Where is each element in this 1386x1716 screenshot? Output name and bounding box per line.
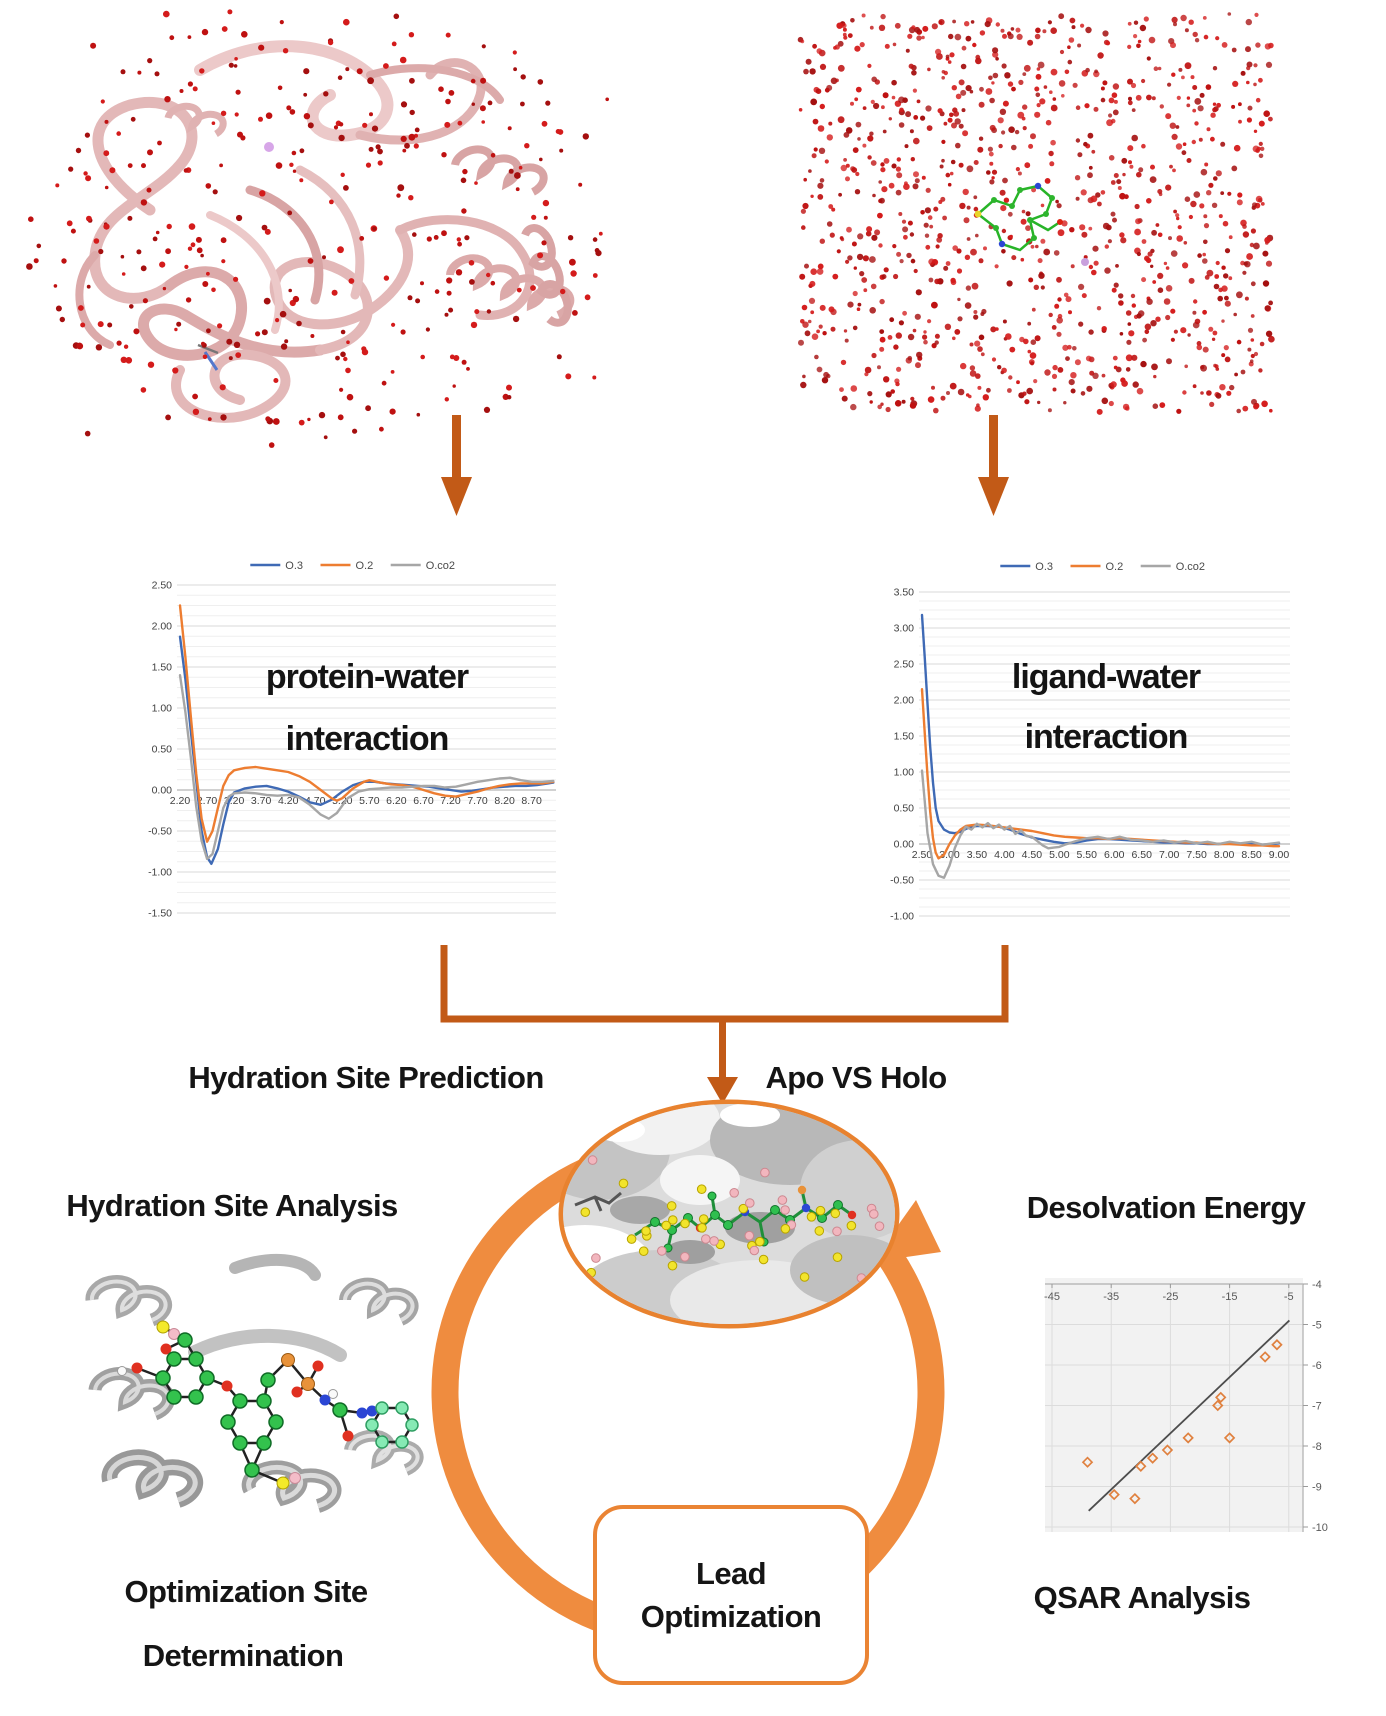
svg-text:-5: -5 (1284, 1291, 1294, 1303)
svg-text:-45: -45 (1044, 1291, 1060, 1303)
svg-text:-7: -7 (1312, 1401, 1322, 1413)
optimization-site-image (85, 1253, 424, 1513)
svg-text:O.2: O.2 (356, 560, 374, 572)
svg-text:7.50: 7.50 (1186, 849, 1207, 861)
svg-text:interaction: interaction (286, 720, 449, 758)
svg-text:5.00: 5.00 (1049, 849, 1070, 861)
svg-text:O.3: O.3 (1035, 561, 1053, 573)
svg-text:1.00: 1.00 (894, 767, 915, 779)
svg-text:8.50: 8.50 (1241, 849, 1262, 861)
metal-ion-dot (264, 142, 274, 152)
svg-text:2.70: 2.70 (197, 795, 218, 807)
water-dots-bulk (797, 12, 1275, 415)
svg-text:7.70: 7.70 (467, 795, 488, 807)
svg-text:3.50: 3.50 (967, 849, 988, 861)
binding-site-oval-image (558, 1099, 900, 1329)
ligand-bonds (136, 1325, 414, 1485)
svg-text:O.co2: O.co2 (426, 560, 455, 572)
svg-text:-9: -9 (1312, 1482, 1322, 1494)
qsar-analysis-label: QSAR Analysis (1033, 1580, 1251, 1615)
protein-water-rdf-chart: 2.50 2.00 1.50 1.00 0.50 0.00 -0.50 -1.00 -1.50 2… (140, 545, 560, 925)
down-arrow-right-icon (978, 415, 1009, 516)
svg-text:8.00: 8.00 (1214, 849, 1235, 861)
hydration-site-analysis-label: Hydration Site Analysis (66, 1188, 398, 1223)
lead-optimization-line1: Lead (696, 1556, 767, 1591)
svg-text:-0.50: -0.50 (148, 826, 172, 838)
svg-text:-0.50: -0.50 (890, 875, 914, 887)
svg-text:-8: -8 (1312, 1441, 1322, 1453)
svg-text:2.20: 2.20 (170, 795, 191, 807)
svg-text:-35: -35 (1103, 1291, 1119, 1303)
hydration-site-spheres (580, 1155, 885, 1291)
svg-text:5.70: 5.70 (359, 795, 380, 807)
svg-text:O.2: O.2 (1106, 561, 1124, 573)
svg-text:8.70: 8.70 (521, 795, 542, 807)
optimization-site-label-line2: Determination (142, 1638, 344, 1673)
svg-text:-5: -5 (1312, 1320, 1322, 1332)
desolvation-energy-label: Desolvation Energy (1026, 1190, 1306, 1225)
ligand-atoms (117, 1320, 419, 1490)
svg-text:4.50: 4.50 (1022, 849, 1043, 861)
svg-text:-1.00: -1.00 (148, 867, 172, 879)
ligand-water-rdf-chart: 3.50 3.00 2.50 2.00 1.50 1.00 0.50 0.00 -0.50 -1.… (860, 545, 1296, 925)
svg-text:-1.00: -1.00 (890, 911, 914, 923)
hydration-site-prediction-label: Hydration Site Prediction (188, 1060, 544, 1095)
svg-text:2.50: 2.50 (152, 580, 173, 592)
optimization-site-label-line1: Optimization Site (124, 1574, 369, 1609)
apo-vs-holo-label: Apo VS Holo (765, 1060, 947, 1095)
svg-text:2.00: 2.00 (152, 621, 173, 633)
svg-text:6.70: 6.70 (413, 795, 434, 807)
svg-text:-6: -6 (1312, 1360, 1322, 1372)
svg-text:ligand-water: ligand-water (1012, 658, 1201, 696)
svg-text:-10: -10 (1312, 1522, 1328, 1534)
svg-text:2.00: 2.00 (894, 695, 915, 707)
protein-ribbon-image (26, 9, 609, 448)
svg-text:-1.50: -1.50 (148, 908, 172, 920)
qsar-scatter-chart: -45 -35 -25 -15 -5 -4 -5 -6 -7 -8 -9 -10 (1038, 1272, 1386, 1567)
svg-text:4.20: 4.20 (278, 795, 299, 807)
svg-text:7.00: 7.00 (1159, 849, 1180, 861)
svg-text:6.20: 6.20 (386, 795, 407, 807)
svg-text:5.50: 5.50 (1077, 849, 1098, 861)
svg-text:1.50: 1.50 (152, 662, 173, 674)
svg-text:-25: -25 (1162, 1291, 1178, 1303)
bound-ligand-sticks (634, 1185, 857, 1253)
svg-text:8.20: 8.20 (494, 795, 515, 807)
svg-text:0.50: 0.50 (894, 803, 915, 815)
lead-optimization-line2: Optimization (640, 1599, 822, 1634)
svg-text:interaction: interaction (1025, 718, 1188, 756)
svg-text:1.00: 1.00 (152, 703, 173, 715)
ligand-sticks (974, 182, 1089, 266)
svg-text:protein-water: protein-water (266, 658, 469, 696)
svg-text:0.00: 0.00 (894, 839, 915, 851)
svg-text:4.00: 4.00 (994, 849, 1015, 861)
svg-text:3.00: 3.00 (894, 623, 915, 635)
water-box-image (797, 12, 1275, 415)
svg-text:-4: -4 (1312, 1279, 1322, 1291)
svg-text:O.3: O.3 (285, 560, 303, 572)
svg-text:1.50: 1.50 (894, 731, 915, 743)
svg-text:O.co2: O.co2 (1176, 561, 1205, 573)
svg-text:7.20: 7.20 (440, 795, 461, 807)
svg-text:-15: -15 (1222, 1291, 1238, 1303)
svg-text:6.00: 6.00 (1104, 849, 1125, 861)
water-dots-protein (26, 9, 609, 448)
svg-text:3.50: 3.50 (894, 587, 915, 599)
svg-text:2.50: 2.50 (894, 659, 915, 671)
svg-text:9.00: 9.00 (1269, 849, 1290, 861)
svg-text:0.00: 0.00 (152, 785, 173, 797)
svg-text:6.50: 6.50 (1131, 849, 1152, 861)
svg-text:0.50: 0.50 (152, 744, 173, 756)
svg-text:2.50: 2.50 (912, 849, 933, 861)
svg-text:3.70: 3.70 (251, 795, 272, 807)
down-arrow-left-icon (441, 415, 472, 516)
lead-optimization-box: Lead Optimization (593, 1505, 869, 1685)
merge-bracket (440, 945, 1009, 1104)
